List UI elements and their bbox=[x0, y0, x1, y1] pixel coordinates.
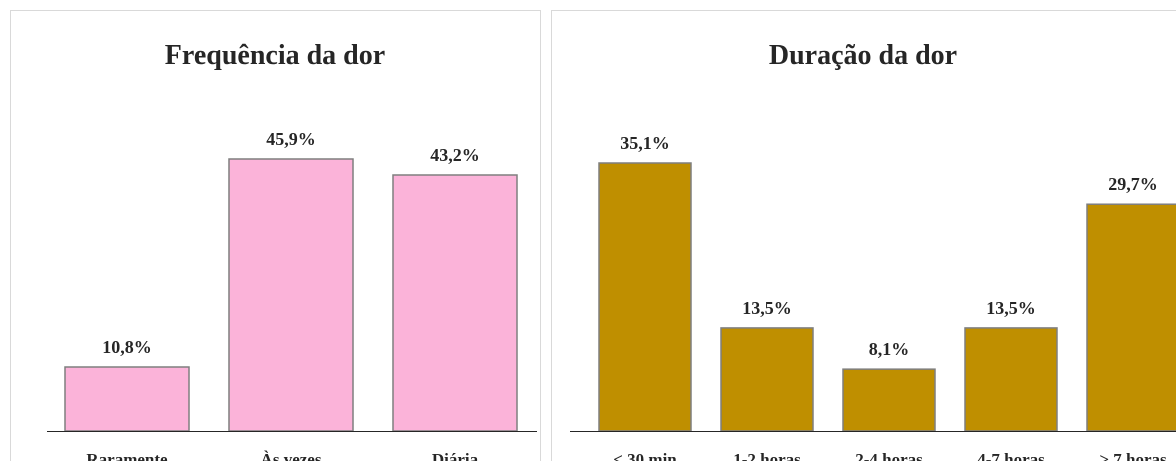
data-label: 29,7% bbox=[1108, 174, 1158, 194]
bar bbox=[392, 174, 518, 432]
x-tick-label: 2-4 horas bbox=[855, 450, 923, 461]
data-label: 8,1% bbox=[869, 339, 910, 359]
data-label: 35,1% bbox=[620, 133, 670, 153]
bar bbox=[964, 327, 1058, 432]
x-tick-label: Diária bbox=[432, 450, 479, 461]
bar bbox=[1086, 203, 1176, 432]
x-tick-label: 4-7 horas bbox=[977, 450, 1045, 461]
bar bbox=[720, 327, 814, 432]
x-tick-label: Às vezes bbox=[261, 450, 322, 461]
bar bbox=[64, 366, 190, 432]
chart-title: Duração da dor bbox=[769, 40, 957, 71]
data-label: 43,2% bbox=[430, 145, 480, 165]
data-label: 10,8% bbox=[102, 337, 152, 357]
panel-frame bbox=[10, 10, 541, 461]
bar bbox=[598, 162, 692, 432]
panel-frame bbox=[551, 10, 1176, 461]
x-tick-label: > 7 horas bbox=[1099, 450, 1167, 461]
chart-title: Frequência da dor bbox=[165, 40, 385, 71]
x-tick-label: Raramente bbox=[86, 450, 168, 461]
data-label: 13,5% bbox=[986, 298, 1036, 318]
bar bbox=[228, 158, 354, 432]
bar bbox=[842, 368, 936, 432]
data-label: 45,9% bbox=[266, 129, 316, 149]
data-label: 13,5% bbox=[742, 298, 792, 318]
x-tick-label: < 30 min bbox=[613, 450, 677, 461]
x-tick-label: 1-2 horas bbox=[733, 450, 801, 461]
